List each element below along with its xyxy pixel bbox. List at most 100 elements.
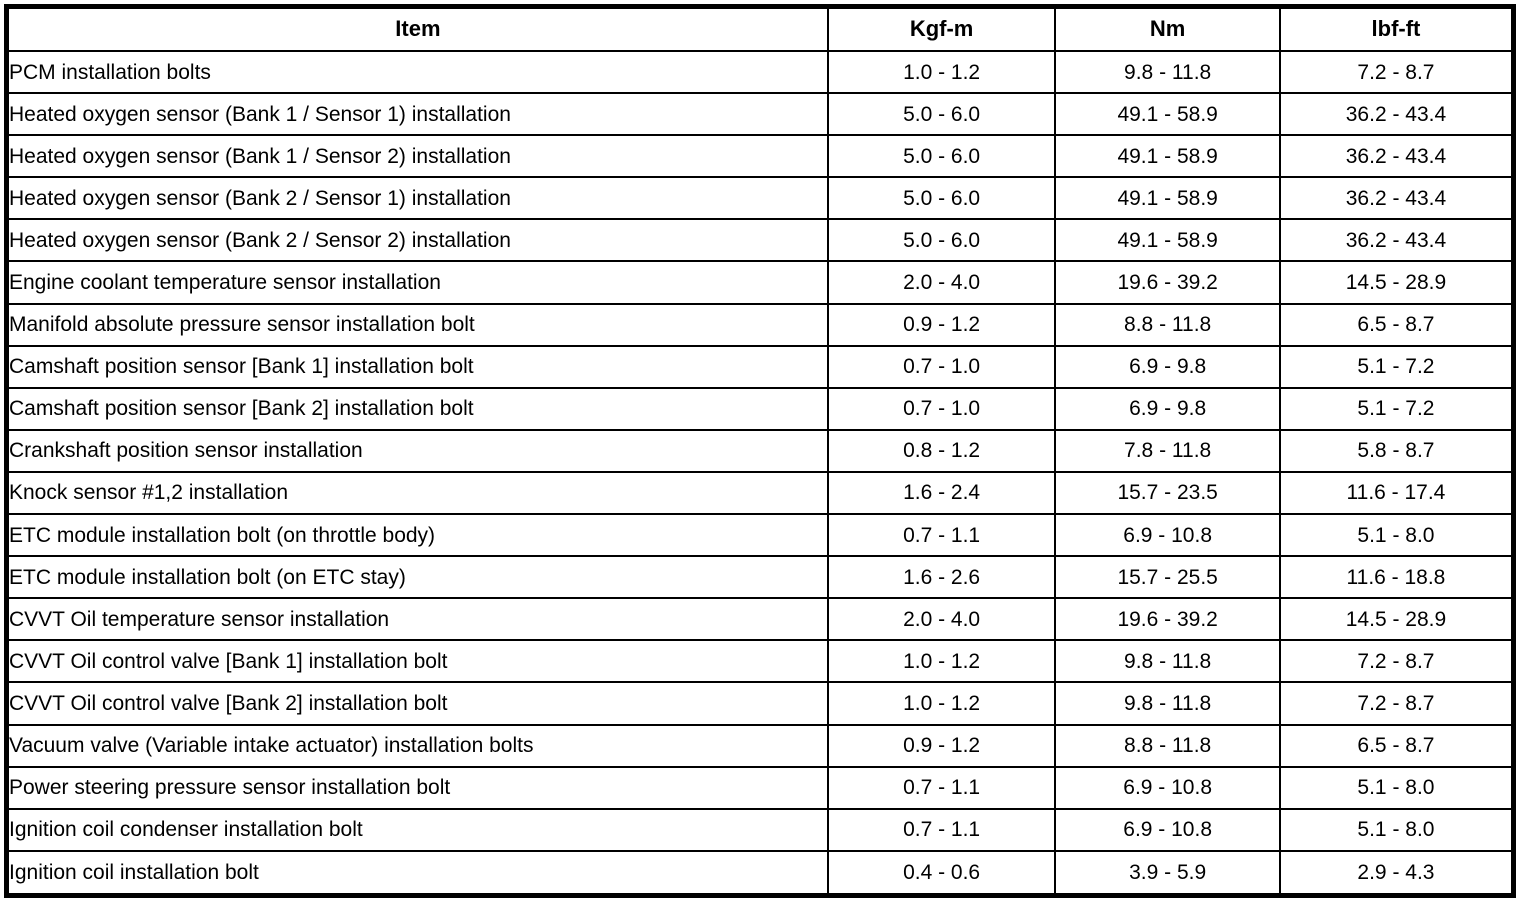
lbf-ft-cell: 7.2 - 8.7 [1278, 639, 1515, 684]
table-row: CVVT Oil temperature sensor installation… [5, 597, 1515, 642]
nm-cell: 15.7 - 23.5 [1054, 470, 1281, 516]
table-row: CVVT Oil control valve [Bank 2] installa… [5, 681, 1515, 726]
nm-cell: 9.8 - 11.8 [1054, 681, 1281, 726]
kgf-m-cell: 5.0 - 6.0 [826, 218, 1057, 263]
lbf-ft-cell: 5.1 - 7.2 [1278, 386, 1515, 431]
lbf-ft-cell: 6.5 - 8.7 [1278, 302, 1515, 347]
kgf-m-cell: 0.7 - 1.1 [826, 807, 1057, 852]
lbf-ft-cell: 11.6 - 18.8 [1278, 555, 1515, 600]
item-cell: CVVT Oil control valve [Bank 2] installa… [5, 681, 829, 726]
item-cell: Heated oxygen sensor (Bank 1 / Sensor 2)… [5, 134, 829, 179]
table-row: Manifold absolute pressure sensor instal… [5, 302, 1515, 347]
kgf-m-cell: 2.0 - 4.0 [826, 260, 1057, 305]
table-row: Ignition coil condenser installation bol… [5, 807, 1515, 852]
table-row: Heated oxygen sensor (Bank 1 / Sensor 1)… [5, 92, 1515, 137]
table-row: ETC module installation bolt (on ETC sta… [5, 555, 1515, 600]
item-cell: Manifold absolute pressure sensor instal… [5, 302, 829, 347]
nm-cell: 49.1 - 58.9 [1054, 218, 1281, 263]
lbf-ft-cell: 36.2 - 43.4 [1278, 134, 1515, 179]
column-header-nm: Nm [1054, 5, 1281, 52]
item-cell: Camshaft position sensor [Bank 2] instal… [5, 386, 829, 431]
lbf-ft-cell: 36.2 - 43.4 [1278, 92, 1515, 137]
item-cell: Heated oxygen sensor (Bank 1 / Sensor 1)… [5, 92, 829, 137]
lbf-ft-cell: 14.5 - 28.9 [1278, 260, 1515, 305]
kgf-m-cell: 5.0 - 6.0 [826, 134, 1057, 179]
item-cell: Heated oxygen sensor (Bank 2 / Sensor 1)… [5, 176, 829, 221]
nm-cell: 8.8 - 11.8 [1054, 723, 1281, 768]
item-cell: CVVT Oil temperature sensor installation [5, 597, 829, 642]
table-row: Vacuum valve (Variable intake actuator) … [5, 723, 1515, 768]
kgf-m-cell: 0.7 - 1.1 [826, 765, 1057, 810]
nm-cell: 6.9 - 9.8 [1054, 386, 1281, 431]
nm-cell: 9.8 - 11.8 [1054, 49, 1281, 95]
item-cell: ETC module installation bolt (on ETC sta… [5, 555, 829, 600]
lbf-ft-cell: 7.2 - 8.7 [1278, 681, 1515, 726]
item-cell: Heated oxygen sensor (Bank 2 / Sensor 2)… [5, 218, 829, 263]
nm-cell: 8.8 - 11.8 [1054, 302, 1281, 347]
kgf-m-cell: 5.0 - 6.0 [826, 176, 1057, 221]
table-row: Camshaft position sensor [Bank 1] instal… [5, 344, 1515, 389]
table-header: Item Kgf-m Nm lbf-ft [5, 5, 1515, 52]
item-cell: Engine coolant temperature sensor instal… [5, 260, 829, 305]
table-row: Engine coolant temperature sensor instal… [5, 260, 1515, 305]
nm-cell: 49.1 - 58.9 [1054, 92, 1281, 137]
header-row: Item Kgf-m Nm lbf-ft [5, 5, 1515, 52]
lbf-ft-cell: 2.9 - 4.3 [1278, 849, 1515, 897]
kgf-m-cell: 0.4 - 0.6 [826, 849, 1057, 897]
kgf-m-cell: 1.0 - 1.2 [826, 681, 1057, 726]
lbf-ft-cell: 36.2 - 43.4 [1278, 218, 1515, 263]
item-cell: PCM installation bolts [5, 49, 829, 95]
kgf-m-cell: 0.7 - 1.1 [826, 513, 1057, 558]
item-cell: Ignition coil condenser installation bol… [5, 807, 829, 852]
item-cell: CVVT Oil control valve [Bank 1] installa… [5, 639, 829, 684]
nm-cell: 6.9 - 10.8 [1054, 513, 1281, 558]
lbf-ft-cell: 5.8 - 8.7 [1278, 428, 1515, 473]
kgf-m-cell: 0.7 - 1.0 [826, 344, 1057, 389]
kgf-m-cell: 0.9 - 1.2 [826, 302, 1057, 347]
item-cell: ETC module installation bolt (on throttl… [5, 513, 829, 558]
nm-cell: 6.9 - 9.8 [1054, 344, 1281, 389]
table-row: CVVT Oil control valve [Bank 1] installa… [5, 639, 1515, 684]
lbf-ft-cell: 11.6 - 17.4 [1278, 470, 1515, 516]
item-cell: Crankshaft position sensor installation [5, 428, 829, 473]
table-row: Crankshaft position sensor installation 0… [5, 428, 1515, 473]
kgf-m-cell: 5.0 - 6.0 [826, 92, 1057, 137]
nm-cell: 19.6 - 39.2 [1054, 260, 1281, 305]
column-header-lbf-ft: lbf-ft [1278, 5, 1515, 52]
item-cell: Knock sensor #1,2 installation [5, 470, 829, 516]
nm-cell: 6.9 - 10.8 [1054, 807, 1281, 852]
lbf-ft-cell: 6.5 - 8.7 [1278, 723, 1515, 768]
table-row: Ignition coil installation bolt 0.4 - 0.6… [5, 849, 1515, 897]
lbf-ft-cell: 14.5 - 28.9 [1278, 597, 1515, 642]
nm-cell: 7.8 - 11.8 [1054, 428, 1281, 473]
lbf-ft-cell: 5.1 - 8.0 [1278, 765, 1515, 810]
torque-spec-table: Item Kgf-m Nm lbf-ft PCM installation bo… [4, 4, 1516, 898]
item-cell: Ignition coil installation bolt [5, 849, 829, 897]
kgf-m-cell: 2.0 - 4.0 [826, 597, 1057, 642]
item-cell: Camshaft position sensor [Bank 1] instal… [5, 344, 829, 389]
nm-cell: 6.9 - 10.8 [1054, 765, 1281, 810]
lbf-ft-cell: 7.2 - 8.7 [1278, 49, 1515, 95]
kgf-m-cell: 1.6 - 2.4 [826, 470, 1057, 516]
nm-cell: 49.1 - 58.9 [1054, 176, 1281, 221]
lbf-ft-cell: 36.2 - 43.4 [1278, 176, 1515, 221]
torque-table-body: PCM installation bolts 1.0 - 1.2 9.8 - 11.… [5, 49, 1515, 897]
table-row: Camshaft position sensor [Bank 2] instal… [5, 386, 1515, 431]
table-row: ETC module installation bolt (on throttl… [5, 513, 1515, 558]
nm-cell: 3.9 - 5.9 [1054, 849, 1281, 897]
lbf-ft-cell: 5.1 - 7.2 [1278, 344, 1515, 389]
table-row: Knock sensor #1,2 installation 1.6 - 2.4 1… [5, 470, 1515, 516]
lbf-ft-cell: 5.1 - 8.0 [1278, 807, 1515, 852]
lbf-ft-cell: 5.1 - 8.0 [1278, 513, 1515, 558]
kgf-m-cell: 1.0 - 1.2 [826, 49, 1057, 95]
kgf-m-cell: 0.8 - 1.2 [826, 428, 1057, 473]
table-row: PCM installation bolts 1.0 - 1.2 9.8 - 11.… [5, 49, 1515, 95]
nm-cell: 49.1 - 58.9 [1054, 134, 1281, 179]
column-header-kgf-m: Kgf-m [826, 5, 1057, 52]
item-cell: Power steering pressure sensor installat… [5, 765, 829, 810]
nm-cell: 19.6 - 39.2 [1054, 597, 1281, 642]
item-cell: Vacuum valve (Variable intake actuator) … [5, 723, 829, 768]
table-row: Heated oxygen sensor (Bank 2 / Sensor 2)… [5, 218, 1515, 263]
table-row: Heated oxygen sensor (Bank 1 / Sensor 2)… [5, 134, 1515, 179]
